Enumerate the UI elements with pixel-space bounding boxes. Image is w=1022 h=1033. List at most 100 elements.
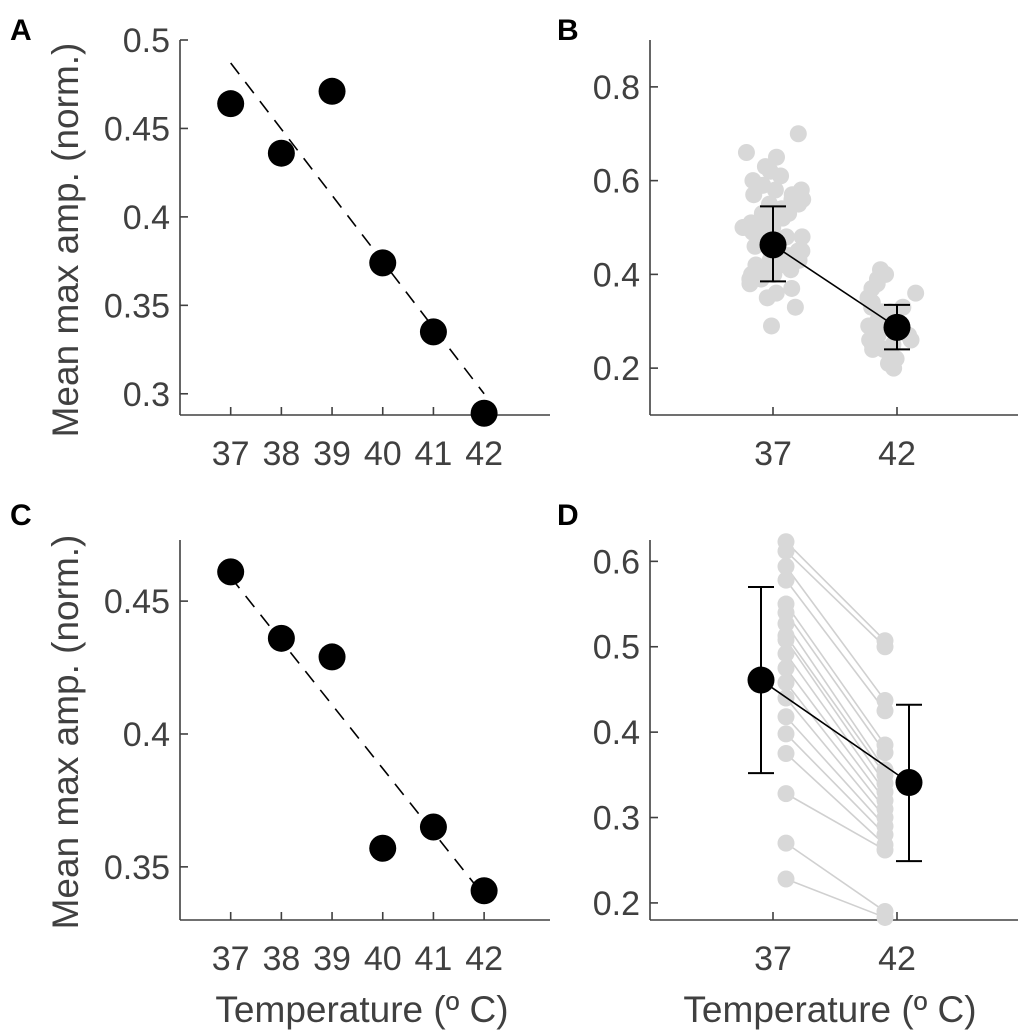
pair-point xyxy=(777,631,795,649)
pair-point xyxy=(777,785,795,803)
x-tick-label: 37 xyxy=(212,940,250,978)
x-tick-label: 42 xyxy=(465,940,503,978)
y-tick-label: 0.6 xyxy=(593,543,640,581)
panel-label-a: A xyxy=(10,14,32,47)
y-tick-label: 0.6 xyxy=(593,163,640,201)
x-tick-label: 38 xyxy=(262,435,300,473)
panel-c: 0.35 0.4 0.45 37 38 39 40 41 42 xyxy=(104,540,550,978)
y-tick-label: 0.35 xyxy=(104,849,170,887)
pair-line xyxy=(785,842,886,913)
y-tick-label: 0.45 xyxy=(104,583,170,621)
pair-line xyxy=(785,716,886,827)
raw-point xyxy=(766,181,784,199)
y-tick-label: 0.4 xyxy=(123,199,170,237)
pair-line xyxy=(785,612,886,754)
y-axis-label-top: Mean max amp. (norm.) xyxy=(45,43,86,438)
pair-line xyxy=(785,603,886,746)
data-point xyxy=(318,643,346,671)
data-point xyxy=(267,139,295,167)
raw-point xyxy=(762,317,780,335)
pair-line xyxy=(785,653,886,793)
y-tick-label: 0.45 xyxy=(104,110,170,148)
raw-point xyxy=(789,125,807,143)
mean-line xyxy=(772,244,898,329)
pair-point xyxy=(777,542,795,560)
panel-label-c: C xyxy=(10,499,32,532)
pair-point xyxy=(777,557,795,575)
fit-line xyxy=(230,576,485,897)
x-axis-label-left: Temperature (º C) xyxy=(215,989,508,1030)
pair-line xyxy=(785,682,886,810)
data-point xyxy=(470,877,498,905)
y-tick-label: 0.8 xyxy=(593,69,640,107)
pair-line xyxy=(785,667,886,801)
fit-line xyxy=(230,62,485,395)
pair-point xyxy=(777,870,795,888)
pair-point xyxy=(876,908,894,926)
pair-point xyxy=(777,659,795,677)
y-tick-label: 0.5 xyxy=(593,629,640,667)
pair-line xyxy=(785,792,886,851)
data-point xyxy=(267,624,295,652)
x-tick-label: 42 xyxy=(465,435,503,473)
y-tick-label: 0.3 xyxy=(593,800,640,838)
data-point xyxy=(419,318,447,346)
mean-point xyxy=(747,666,775,694)
pair-point xyxy=(777,674,795,692)
x-tick-label: 37 xyxy=(754,940,792,978)
y-tick-label: 0.2 xyxy=(593,885,640,923)
raw-point xyxy=(907,284,925,302)
pair-line xyxy=(785,733,886,836)
x-tick-label: 39 xyxy=(313,940,351,978)
pair-line xyxy=(785,752,886,846)
raw-point xyxy=(885,359,903,377)
raw-point xyxy=(783,279,801,297)
x-tick-label: 41 xyxy=(415,940,453,978)
data-point xyxy=(318,77,346,105)
pair-point xyxy=(777,744,795,762)
data-point xyxy=(470,399,498,427)
pair-point xyxy=(876,638,894,656)
data-point xyxy=(217,558,245,586)
pair-point xyxy=(777,834,795,852)
y-tick-label: 0.3 xyxy=(123,376,170,414)
y-tick-label: 0.2 xyxy=(593,350,640,388)
pair-line xyxy=(785,550,886,648)
mean-point xyxy=(895,769,923,797)
y-tick-label: 0.4 xyxy=(593,714,640,752)
pair-line xyxy=(785,639,886,784)
raw-point xyxy=(746,237,764,255)
panel-d: 0.2 0.3 0.4 0.5 0.6 37 42 xyxy=(593,533,1018,978)
pair-point xyxy=(777,725,795,743)
mean-point xyxy=(759,231,787,259)
panel-b: 0.2 0.4 0.6 0.8 37 42 xyxy=(593,40,1018,473)
pair-point xyxy=(876,702,894,720)
pair-line xyxy=(785,878,886,919)
data-point xyxy=(217,90,245,118)
raw-point xyxy=(745,186,763,204)
raw-point xyxy=(737,144,755,161)
raw-point xyxy=(793,228,811,246)
data-point xyxy=(369,249,397,277)
x-tick-label: 41 xyxy=(415,435,453,473)
x-tick-label: 38 xyxy=(262,940,300,978)
pair-point xyxy=(876,744,894,762)
pair-line xyxy=(785,579,886,712)
x-axis-label-right: Temperature (º C) xyxy=(683,989,976,1030)
y-tick-label: 0.5 xyxy=(123,22,170,60)
y-tick-label: 0.4 xyxy=(123,716,170,754)
pair-point xyxy=(777,571,795,589)
raw-point xyxy=(864,340,882,358)
raw-point xyxy=(772,167,790,185)
y-tick-label: 0.4 xyxy=(593,256,640,294)
pair-point xyxy=(777,708,795,726)
x-tick-label: 42 xyxy=(878,940,916,978)
raw-point xyxy=(767,148,785,166)
raw-point xyxy=(782,261,800,279)
mean-line xyxy=(760,679,910,784)
data-point xyxy=(419,813,447,841)
x-tick-label: 40 xyxy=(364,435,402,473)
y-tick-label: 0.35 xyxy=(104,287,170,325)
data-point xyxy=(369,834,397,862)
